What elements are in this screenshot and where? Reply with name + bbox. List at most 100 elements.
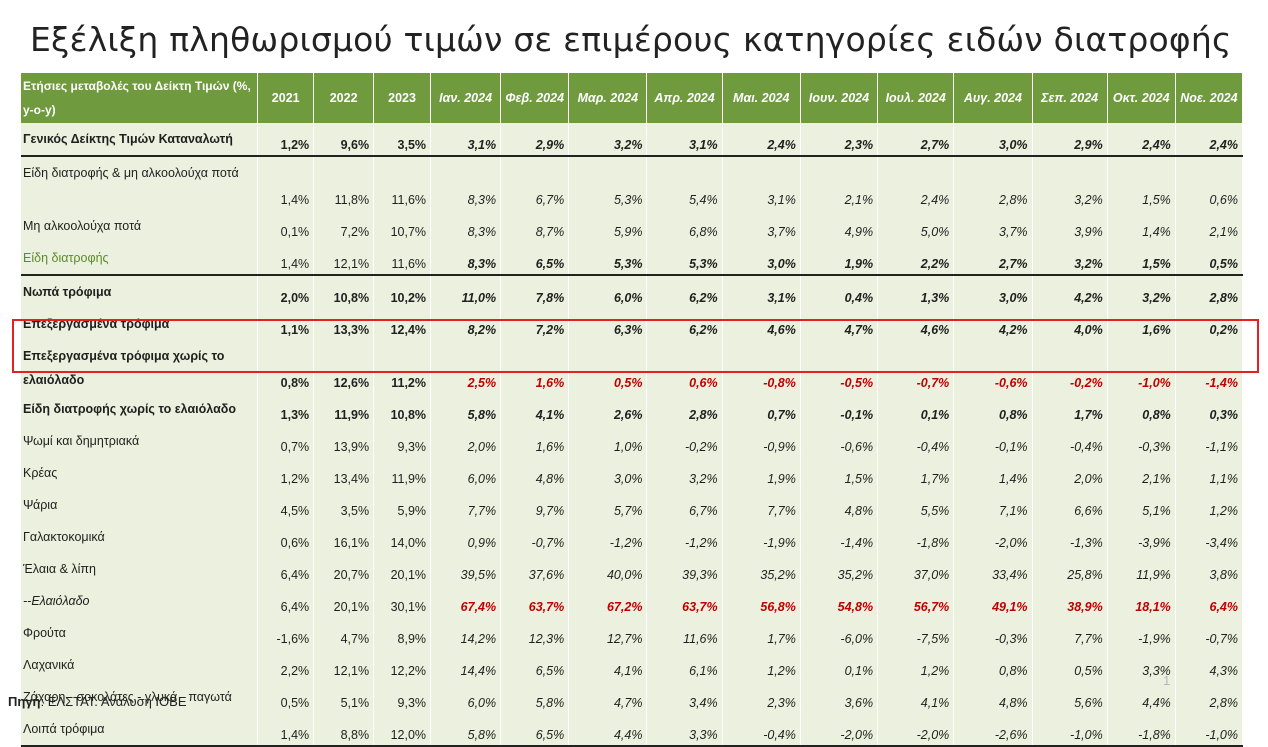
table-cell: 1,4% [257,242,315,276]
table-cell: 5,3% [568,156,648,210]
table-cell: 6,4% [257,553,315,585]
table-row: Ψωμί και δημητριακά 0,7% 13,9% 9,3% 2,0% 1,6%… [21,425,1244,457]
table-cell: 1,3% [257,393,315,425]
table-cell: 6,0% [568,275,648,308]
table-cell: 4,5% [257,489,315,521]
table-cell: 4,0% [1032,308,1108,340]
row-label: Είδη διατροφής [21,242,259,276]
table-cell: 0,1% [877,393,955,425]
column-header: Ιουλ. 2024 [877,73,955,123]
table-cell: 1,5% [1107,242,1176,276]
table-cell: -0,6% [800,425,879,457]
table-cell: 2,9% [500,123,570,157]
table-cell: 11,2% [373,340,432,393]
table-cell: 3,2% [1032,242,1108,276]
table-cell: 4,1% [500,393,570,425]
table-cell: 11,6% [646,617,723,649]
table-cell: 2,4% [722,123,801,157]
table-cell: 0,9% [430,521,502,553]
table-cell: 9,7% [500,489,570,521]
table-cell: 0,5% [1032,649,1108,681]
table-cell: -1,4% [1175,340,1244,393]
column-header: Μαι. 2024 [722,73,801,123]
table-cell: 5,6% [1032,681,1108,713]
table-cell: -0,7% [877,340,955,393]
table-cell: 1,9% [722,457,801,489]
table-cell: 12,2% [373,649,432,681]
table-cell: -1,9% [1107,617,1176,649]
table-cell: 2,8% [953,156,1033,210]
table-cell: 0,6% [646,340,723,393]
table-cell: 1,2% [1175,489,1244,521]
table-cell: -1,2% [568,521,648,553]
table-cell: 6,7% [646,489,723,521]
table-cell: 2,8% [1175,275,1244,308]
table-cell: 0,8% [1107,393,1176,425]
table-cell: 11,8% [313,156,375,210]
table-cell: 11,6% [373,156,432,210]
table-cell: 11,9% [1107,553,1176,585]
table-cell: -0,4% [877,425,955,457]
table-cell: 3,7% [953,210,1033,242]
table-cell: 0,4% [800,275,879,308]
table-cell: 2,0% [257,275,315,308]
table-cell: -1,6% [257,617,315,649]
table-cell: 11,0% [430,275,502,308]
table-cell: 12,0% [373,713,432,747]
table-row: --Ελαιόλαδο 6,4% 20,1% 30,1% 67,4% 63,7% 67,2%… [21,585,1244,617]
table-cell: 8,3% [430,210,502,242]
table-cell: 3,5% [313,489,375,521]
row-label: Επεξεργασμένα τρόφιμα χωρίς το ελαιόλαδο [21,340,259,393]
table-cell: 4,8% [953,681,1033,713]
table-cell: 2,1% [1107,457,1176,489]
row-label: Νωπά τρόφιμα [21,275,259,308]
table-cell: -0,9% [722,425,801,457]
column-header: Απρ. 2024 [646,73,723,123]
row-label: Μη αλκοολούχα ποτά [21,210,259,242]
table-cell: 7,7% [1032,617,1108,649]
table-cell: 5,1% [313,681,375,713]
table-cell: 16,1% [313,521,375,553]
table-cell: 56,7% [877,585,955,617]
table-cell: 63,7% [500,585,570,617]
column-header: Φεβ. 2024 [500,73,570,123]
table-cell: -2,6% [953,713,1033,747]
table-cell: 3,8% [1175,553,1244,585]
table-cell: 13,3% [313,308,375,340]
table-cell: 40,0% [568,553,648,585]
table-cell: 5,9% [568,210,648,242]
table-cell: 5,8% [430,713,502,747]
table-cell: 0,7% [257,425,315,457]
table-cell: 12,3% [500,617,570,649]
table-cell: 1,4% [1107,210,1176,242]
table-cell: 3,3% [646,713,723,747]
table-cell: 2,3% [722,681,801,713]
table-row: Είδη διατροφής & μη αλκοολούχα ποτά 1,4% 1… [21,156,1244,210]
table-cell: 6,5% [500,242,570,276]
table-cell: 2,2% [257,649,315,681]
table-cell: 33,4% [953,553,1033,585]
table-cell: 5,5% [877,489,955,521]
table-cell: 5,4% [646,156,723,210]
row-label: Ζάχαρη - σοκολάτες - γλυκά - παγωτά [21,681,259,713]
table-cell: 2,0% [430,425,502,457]
table-cell: 5,8% [430,393,502,425]
table-cell: 10,2% [373,275,432,308]
table-cell: 4,7% [800,308,879,340]
table-cell: 1,0% [568,425,648,457]
table-cell: -1,8% [877,521,955,553]
table-cell: 1,9% [800,242,879,276]
table-cell: 3,1% [430,123,502,157]
table-cell: 0,5% [1175,242,1244,276]
table-cell: -3,9% [1107,521,1176,553]
table-cell: 2,4% [1107,123,1176,157]
table-cell: 4,7% [568,681,648,713]
column-header: Οκτ. 2024 [1107,73,1176,123]
table-cell: 1,6% [500,425,570,457]
source-label: Πηγή [8,694,41,709]
table-cell: -0,4% [722,713,801,747]
table-cell: 3,9% [1032,210,1108,242]
table-cell: 1,2% [722,649,801,681]
row-label: Είδη διατροφής & μη αλκοολούχα ποτά [21,156,259,210]
table-cell: 4,3% [1175,649,1244,681]
